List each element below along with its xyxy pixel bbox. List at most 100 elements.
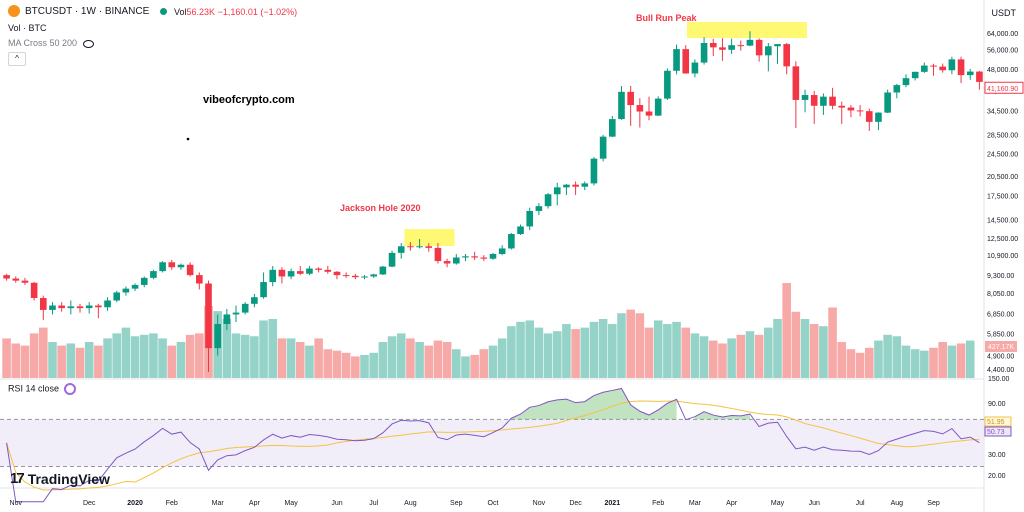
volume-tag — [985, 341, 1017, 352]
volume-bar — [718, 343, 727, 378]
volume-legend[interactable]: Vol · BTC — [8, 23, 47, 33]
candle-body — [241, 303, 249, 313]
volume-bar — [608, 324, 617, 378]
volume-bar — [286, 338, 296, 378]
volume-bar — [185, 334, 195, 378]
candle-body — [333, 271, 341, 276]
volume-bar — [534, 327, 544, 378]
rsi-legend[interactable]: RSI 14 close — [8, 383, 77, 395]
volume-bar — [341, 352, 351, 378]
candle-body — [810, 95, 818, 106]
volume-bar — [653, 320, 663, 378]
candle-body — [801, 95, 809, 100]
volume-bar — [112, 333, 122, 378]
candle-body — [12, 278, 20, 281]
indicator-icon — [64, 383, 77, 395]
candle-body — [287, 271, 295, 277]
candle-body — [865, 111, 873, 122]
candle-body — [544, 194, 552, 207]
volume-bar — [75, 347, 85, 378]
volume-bar — [699, 336, 709, 378]
candle-body — [352, 275, 359, 278]
volume-bar — [158, 338, 167, 378]
candle-body — [67, 306, 75, 309]
time-tick-label: Dec — [569, 500, 582, 507]
candle-body — [609, 119, 616, 137]
volume-bar — [663, 324, 672, 378]
candle-body — [902, 78, 910, 86]
price-tick-label: 14,500.00 — [987, 217, 1018, 224]
volume-bar — [488, 345, 498, 378]
volume-bar — [378, 342, 388, 378]
candle-body — [875, 112, 882, 122]
candle-body — [113, 292, 121, 301]
volume-bar — [497, 338, 507, 378]
volume-bar — [809, 324, 819, 378]
candle-body — [342, 275, 350, 277]
collapse-legend-button[interactable]: ^ — [8, 52, 26, 66]
time-tick-label: Aug — [891, 500, 904, 507]
volume-bar — [29, 333, 39, 378]
candle-body — [168, 262, 176, 268]
time-tick-label: May — [771, 500, 785, 507]
candle-body — [774, 44, 781, 47]
rsi-tick-label: 150.00 — [988, 376, 1010, 383]
candle-body — [104, 300, 111, 308]
time-tick-label: Jun — [809, 500, 820, 507]
eye-icon[interactable] — [83, 39, 95, 48]
candle-body — [85, 305, 93, 309]
volume-bar — [828, 307, 837, 378]
volume-bar — [250, 336, 259, 378]
candle-body — [783, 44, 790, 67]
price-tick-label: 5,850.00 — [987, 331, 1014, 338]
volume-bar — [938, 342, 947, 378]
price-tick-label: 64,000.00 — [987, 31, 1018, 38]
volume-bar — [167, 345, 177, 378]
volume-bar — [479, 349, 489, 378]
volume-bar — [2, 338, 11, 378]
volume-bar — [708, 340, 718, 378]
candle-body — [58, 305, 65, 309]
volume-bar — [452, 349, 461, 378]
candle-body — [177, 264, 185, 268]
time-tick-label: Dec — [83, 500, 96, 507]
symbol-header[interactable]: BTCUSDT · 1W · BINANCE — [8, 5, 168, 17]
candle-body — [737, 45, 745, 47]
candle-body — [746, 39, 754, 46]
candle-body — [30, 282, 38, 299]
volume-bar — [314, 338, 323, 378]
volume-bar — [369, 352, 378, 378]
tradingview-icon: 17 — [10, 470, 25, 487]
volume-bar — [846, 349, 856, 378]
volume-readout: Vol56.23K −1,160.01 (−1.02%) — [174, 7, 298, 17]
candle-body — [921, 65, 928, 72]
candle-body — [930, 65, 937, 67]
rsi-ma-tag — [984, 416, 1012, 427]
time-tick-label: Jul — [856, 500, 865, 507]
candle-body — [884, 92, 891, 113]
candle-body — [599, 136, 607, 159]
candle-body — [379, 266, 387, 275]
volume-bar — [571, 329, 580, 378]
candle-body — [150, 271, 157, 278]
volume-bar — [130, 336, 140, 378]
volume-bar — [507, 326, 516, 378]
tradingview-logo[interactable]: 17 TradingView — [10, 470, 110, 487]
candle-body — [324, 269, 332, 272]
rsi-band — [0, 419, 984, 467]
candle-body — [645, 111, 653, 116]
volume-bar — [626, 309, 635, 378]
candle-body — [526, 210, 534, 227]
volume-bar — [195, 333, 204, 378]
time-tick-label: Nov — [10, 500, 23, 507]
volume-bar — [48, 342, 57, 378]
volume-bar — [121, 327, 131, 378]
candle-body — [434, 247, 442, 262]
volume-bar — [874, 340, 883, 378]
ma-cross-legend[interactable]: MA Cross 50 200 — [8, 38, 95, 48]
candle-body — [847, 107, 855, 111]
time-tick-label: Jun — [331, 500, 342, 507]
candle-body — [251, 297, 258, 304]
candle-body — [682, 49, 690, 74]
